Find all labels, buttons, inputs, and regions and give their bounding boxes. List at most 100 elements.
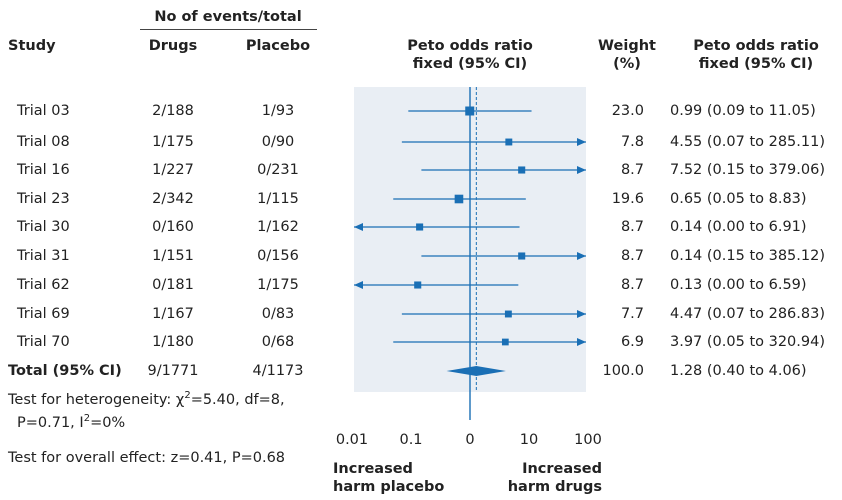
tick-label: 10 [520,432,538,448]
weight-value: 8.7 [620,277,644,293]
table-row: Trial 31 1/151 0/156 8.7 0.14 (0.15 to 3… [0,247,842,265]
weight-header-line1: Weight [598,38,656,54]
study-name: Trial 30 [17,219,70,235]
or-ci-value: 0.99 (0.09 to 11.05) [670,103,816,119]
table-row: Trial 69 1/167 0/83 7.7 4.47 (0.07 to 28… [0,305,842,323]
tick-label: 0.1 [399,432,422,448]
right-direction-line2: harm drugs [507,479,602,495]
table-row: Trial 62 0/181 1/175 8.7 0.13 (0.00 to 6… [0,276,842,294]
weight-value: 8.7 [620,162,644,178]
events-group-header: No of events/total [154,9,302,25]
placebo-events: 0/156 [257,248,299,264]
drugs-events: 1/151 [152,248,194,264]
ci-arrow-right [577,252,586,260]
plot-title-line2: fixed (95% CI) [412,56,528,72]
plot-title-line1: Peto odds ratio [407,38,533,54]
study-name: Trial 16 [17,162,70,178]
placebo-events: 1/93 [261,103,295,119]
drugs-events: 2/188 [152,103,194,119]
table-row: Trial 16 1/227 0/231 8.7 7.52 (0.15 to 3… [0,161,842,179]
drugs-events: 0/160 [152,219,194,235]
study-name: Trial 69 [17,306,70,322]
tick-label: 100 [574,432,602,448]
total-label: Total (95% CI) [8,363,122,379]
or-ci-value: 0.65 (0.05 to 8.83) [670,191,807,207]
weight-value: 7.7 [620,306,644,322]
total-weight-value: 100.0 [602,363,644,379]
or-header-line1: Peto odds ratio [693,38,819,54]
point-estimate [465,106,475,116]
i-superscript: 2 [83,413,91,425]
heterogeneity-test-line2: P=0.71, I2=0% [17,414,125,432]
tick-label: 0.01 [336,432,368,448]
weight-value: 6.9 [620,334,644,350]
table-row: Trial 03 2/188 1/93 23.0 0.99 (0.09 to 1… [0,102,842,120]
chi-symbol: χ [175,392,185,408]
study-name: Trial 03 [17,103,70,119]
or-ci-value: 4.55 (0.07 to 285.11) [670,134,826,150]
ci-arrow-right [577,338,586,346]
or-ci-value: 4.47 (0.07 to 286.83) [670,306,826,322]
weight-value: 8.7 [620,248,644,264]
ci-arrow-right [577,310,586,318]
weight-value: 23.0 [611,103,644,119]
total-drugs-events: 9/1771 [147,363,199,379]
chi-superscript: 2 [184,390,191,402]
ci-arrow-right [577,138,586,146]
or-ci-value: 3.97 (0.05 to 320.94) [670,334,826,350]
drugs-events: 1/180 [152,334,194,350]
drugs-events: 1/167 [152,306,194,322]
placebo-events: 0/68 [261,334,295,350]
placebo-events: 1/175 [257,277,299,293]
or-ci-value: 0.14 (0.00 to 6.91) [670,219,807,235]
placebo-events: 0/231 [257,162,299,178]
tick-label: 0 [465,432,474,448]
table-row: Trial 30 0/160 1/162 8.7 0.14 (0.00 to 6… [0,218,842,236]
or-ci-value: 0.13 (0.00 to 6.59) [670,277,807,293]
or-header-line2: fixed (95% CI) [698,56,814,72]
drugs-events: 0/181 [152,277,194,293]
total-placebo-events: 4/1173 [252,363,304,379]
point-estimate [518,166,526,174]
heterogeneity-stats: =5.40, df=8, [190,392,285,408]
heterogeneity-i2: =0% [90,415,126,431]
left-direction-line1: Increased [333,461,413,477]
overall-effect-test: Test for overall effect: z=0.41, P=0.68 [8,450,286,466]
table-row: Trial 08 1/175 0/90 7.8 4.55 (0.07 to 28… [0,133,842,151]
table-row: Trial 70 1/180 0/68 6.9 3.97 (0.05 to 32… [0,333,842,351]
drugs-events: 1/175 [152,134,194,150]
weight-value: 8.7 [620,219,644,235]
placebo-events: 0/83 [261,306,295,322]
point-estimate [501,338,509,346]
ci-arrow-left [354,281,363,289]
study-name: Trial 62 [17,277,70,293]
drugs-events: 1/227 [152,162,194,178]
placebo-header: Placebo [245,38,311,54]
total-or-ci-value: 1.28 (0.40 to 4.06) [670,363,807,379]
placebo-events: 1/115 [257,191,299,207]
or-ci-value: 7.52 (0.15 to 379.06) [670,162,826,178]
point-estimate [416,223,424,231]
point-estimate [518,252,526,260]
placebo-events: 0/90 [261,134,295,150]
pooled-diamond [446,366,506,376]
study-name: Trial 31 [17,248,70,264]
study-name: Trial 23 [17,191,70,207]
drugs-header: Drugs [148,38,198,54]
heterogeneity-prefix: Test for heterogeneity: [8,392,176,408]
ci-arrow-left [354,223,363,231]
study-name: Trial 70 [17,334,70,350]
weight-header-line2: (%) [613,56,641,72]
heterogeneity-test-line1: Test for heterogeneity: χ2=5.40, df=8, [8,391,285,409]
ci-arrow-right [577,166,586,174]
table-row: Trial 23 2/342 1/115 19.6 0.65 (0.05 to … [0,190,842,208]
or-ci-value: 0.14 (0.15 to 385.12) [670,248,826,264]
total-row: Total (95% CI) 9/1771 4/1173 100.0 1.28 … [0,362,842,380]
weight-value: 7.8 [620,134,644,150]
point-estimate [454,194,464,204]
point-estimate [504,310,512,318]
drugs-events: 2/342 [152,191,194,207]
study-header: Study [8,38,56,54]
placebo-events: 1/162 [257,219,299,235]
